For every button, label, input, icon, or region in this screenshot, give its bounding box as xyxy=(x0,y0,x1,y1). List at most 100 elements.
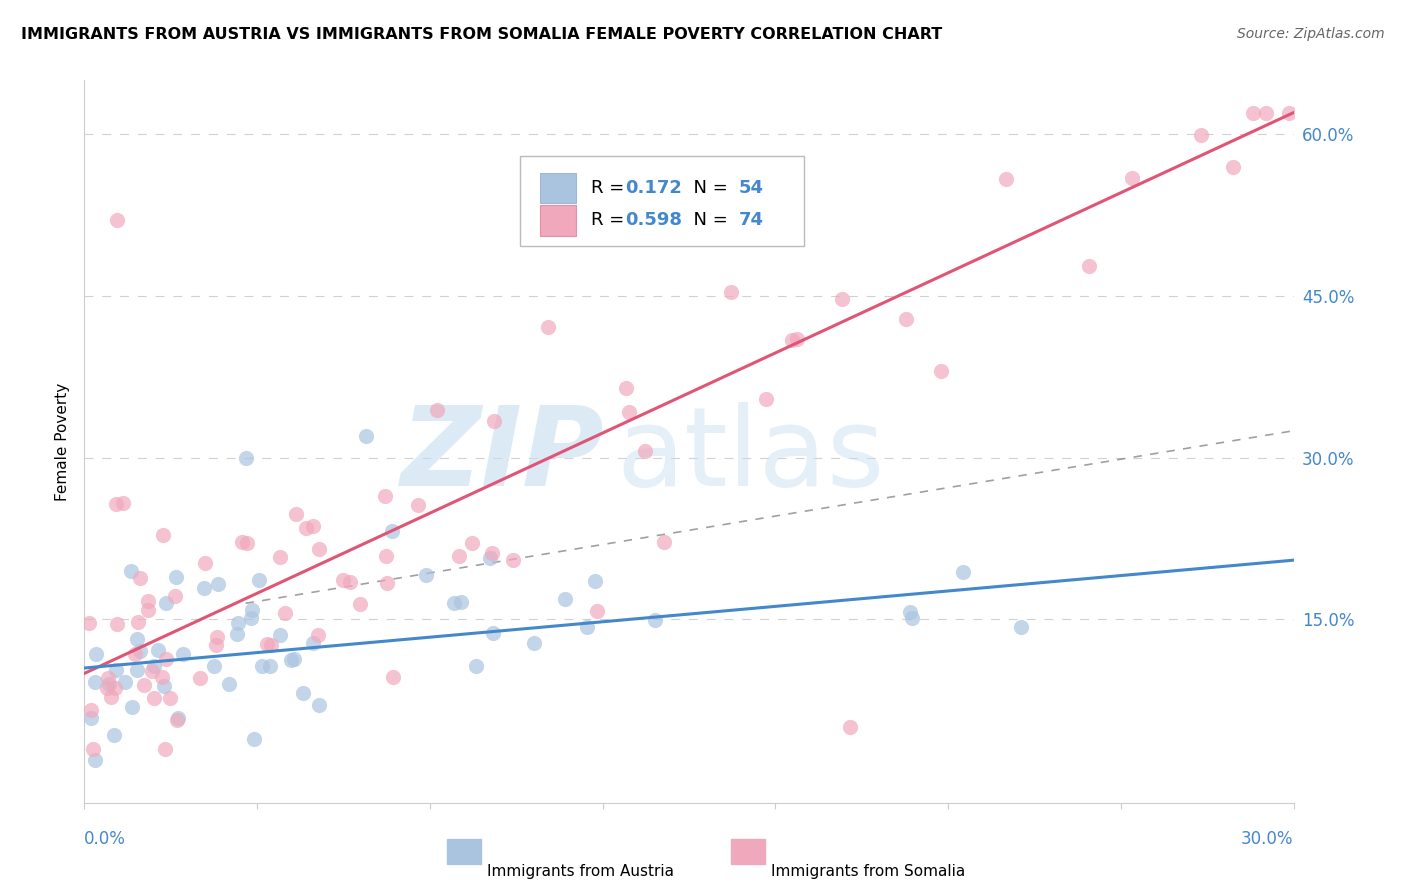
Text: N =: N = xyxy=(682,179,733,197)
Point xyxy=(235,450,257,465)
Point xyxy=(929,364,952,378)
Point xyxy=(381,524,404,539)
Point xyxy=(839,720,862,734)
Point xyxy=(143,659,166,673)
Point xyxy=(1278,105,1301,120)
Point xyxy=(616,382,638,396)
Point xyxy=(443,596,465,610)
Point xyxy=(112,496,135,510)
Point xyxy=(252,659,274,673)
Point xyxy=(260,638,283,652)
Point xyxy=(332,573,354,587)
Point xyxy=(1254,105,1277,120)
Point xyxy=(225,627,247,641)
Point xyxy=(782,333,804,347)
Point xyxy=(1241,105,1264,120)
Point xyxy=(153,680,176,694)
Point xyxy=(84,647,107,661)
Point xyxy=(415,567,437,582)
Text: 74: 74 xyxy=(738,211,763,229)
Point xyxy=(280,653,302,667)
Point xyxy=(100,690,122,705)
Point xyxy=(247,573,270,587)
Point xyxy=(481,625,503,640)
Point xyxy=(619,404,641,418)
Text: R =: R = xyxy=(591,211,630,229)
Point xyxy=(502,552,524,566)
Point xyxy=(120,564,142,578)
Point xyxy=(243,732,266,747)
Point xyxy=(479,550,502,565)
Text: Immigrants from Austria: Immigrants from Austria xyxy=(486,864,673,880)
Point xyxy=(644,613,666,627)
Point xyxy=(143,691,166,706)
Point xyxy=(1077,259,1099,273)
Point xyxy=(720,285,742,299)
Text: Immigrants from Somalia: Immigrants from Somalia xyxy=(770,864,966,880)
FancyBboxPatch shape xyxy=(540,173,576,203)
Point xyxy=(205,638,228,652)
Point xyxy=(98,677,121,691)
Point xyxy=(755,392,778,407)
Point xyxy=(465,659,488,673)
Point xyxy=(193,581,215,595)
Point xyxy=(652,535,675,549)
Point xyxy=(132,677,155,691)
FancyBboxPatch shape xyxy=(540,205,576,235)
Point xyxy=(136,603,159,617)
Point xyxy=(786,332,808,346)
Point xyxy=(583,574,606,588)
Point xyxy=(994,171,1017,186)
Point xyxy=(898,605,921,619)
Point xyxy=(105,213,128,227)
Point xyxy=(155,596,177,610)
Point xyxy=(283,652,305,666)
Point xyxy=(167,711,190,725)
Point xyxy=(96,681,118,696)
Point xyxy=(77,615,100,630)
Point xyxy=(166,713,188,727)
Point xyxy=(523,636,546,650)
Point xyxy=(269,628,291,642)
Point xyxy=(274,606,297,620)
Point xyxy=(259,659,281,673)
Point xyxy=(450,595,472,609)
Point xyxy=(97,671,120,685)
Point xyxy=(114,675,136,690)
FancyBboxPatch shape xyxy=(447,838,481,864)
Point xyxy=(236,536,259,550)
Point xyxy=(302,519,325,533)
Point xyxy=(150,670,173,684)
Point xyxy=(172,648,194,662)
Point xyxy=(374,489,396,503)
Point xyxy=(240,610,263,624)
Text: Female Poverty: Female Poverty xyxy=(55,383,70,500)
Point xyxy=(194,556,217,570)
Point xyxy=(159,691,181,706)
Text: ZIP: ZIP xyxy=(401,402,605,509)
Text: N =: N = xyxy=(682,211,733,229)
Text: 0.598: 0.598 xyxy=(624,211,682,229)
Point xyxy=(124,648,146,662)
Point xyxy=(207,631,229,645)
Point xyxy=(104,497,127,511)
Point xyxy=(537,319,560,334)
Point xyxy=(586,604,609,618)
Point xyxy=(292,686,315,700)
Point xyxy=(141,665,163,679)
Point xyxy=(426,402,449,417)
Point xyxy=(374,549,396,563)
Point xyxy=(218,677,240,691)
Point xyxy=(129,571,152,585)
Point xyxy=(377,575,399,590)
Point xyxy=(382,670,405,684)
FancyBboxPatch shape xyxy=(731,838,765,864)
Point xyxy=(484,414,506,428)
Point xyxy=(148,643,170,657)
Text: 0.0%: 0.0% xyxy=(84,830,127,847)
Point xyxy=(188,671,211,685)
Point xyxy=(634,444,657,458)
Point xyxy=(165,589,187,603)
Text: 30.0%: 30.0% xyxy=(1241,830,1294,847)
Point xyxy=(302,635,325,649)
